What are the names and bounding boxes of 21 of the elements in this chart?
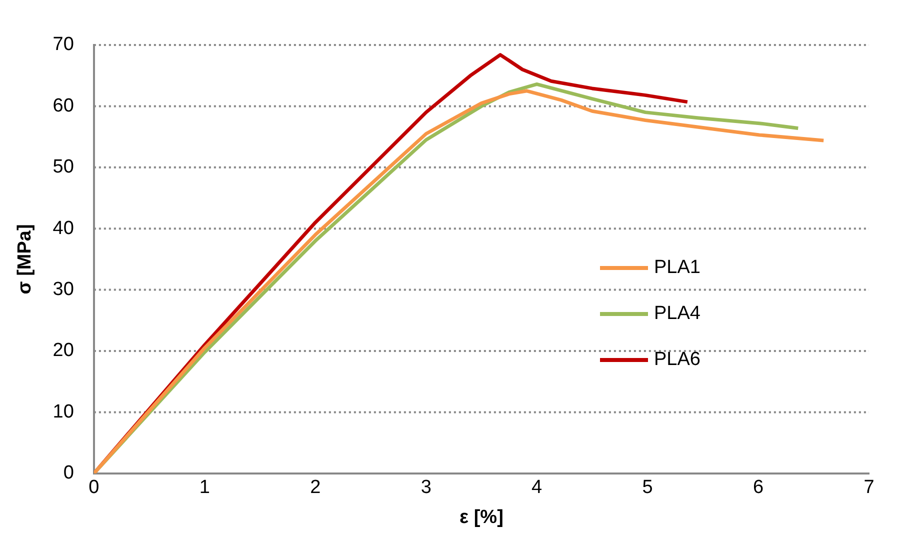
- y-tick-label: 40: [52, 218, 74, 239]
- x-tick-label: 2: [310, 477, 321, 498]
- y-axis-title: σ [MPa]: [14, 224, 36, 294]
- legend-label: PLA1: [654, 257, 700, 279]
- x-tick-label: 1: [199, 477, 210, 498]
- y-tick-label: 50: [52, 156, 74, 178]
- y-tick-label: 70: [52, 34, 74, 56]
- x-tick-label: 0: [88, 477, 100, 498]
- x-tick-label: 7: [864, 477, 874, 498]
- legend-label: PLA4: [654, 303, 700, 325]
- x-tick-label: 6: [752, 477, 764, 498]
- y-tick-label: 30: [52, 279, 74, 300]
- y-tick-label: 10: [52, 401, 74, 422]
- y-tick-label: 60: [52, 95, 74, 116]
- x-tick-label: 5: [642, 477, 653, 498]
- x-tick-label: 4: [532, 477, 543, 498]
- y-tick-label: 20: [52, 340, 74, 362]
- y-tick-label: 0: [63, 462, 74, 484]
- x-axis-title: ε [%]: [460, 506, 504, 528]
- x-tick-label: 3: [420, 477, 432, 498]
- legend-label: PLA6: [654, 349, 700, 371]
